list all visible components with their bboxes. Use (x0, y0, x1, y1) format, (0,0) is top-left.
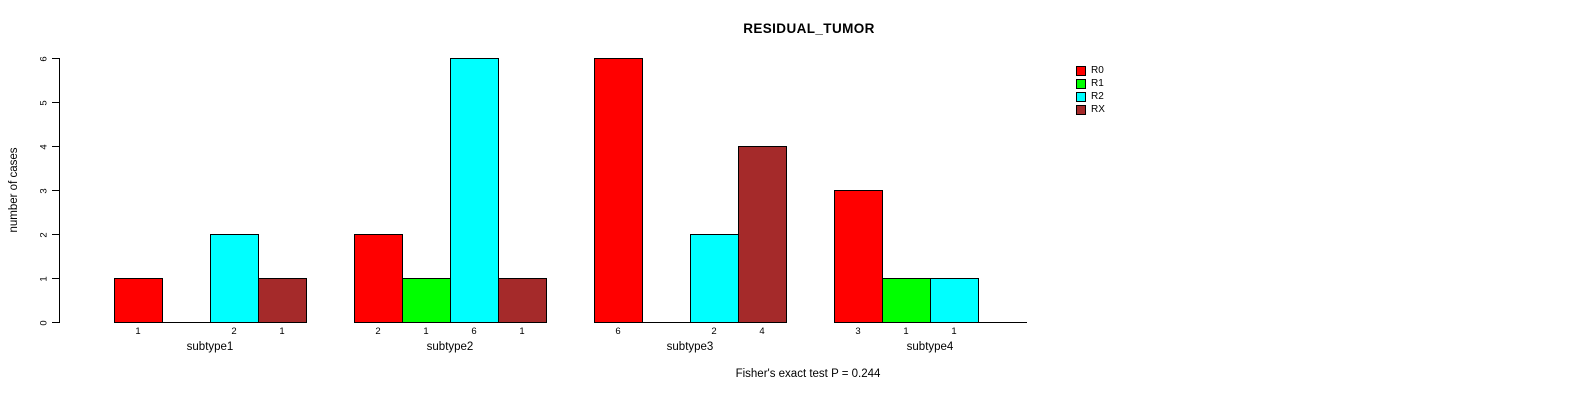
group-label-subtype4: subtype4 (906, 341, 954, 353)
bar-value-label-subtype3-RX: 4 (759, 326, 765, 337)
bar-value-label-subtype4-R0: 3 (855, 326, 861, 337)
y-tick-label: 0 (38, 319, 50, 326)
y-tick-label: 3 (38, 187, 50, 194)
legend-swatch-RX (1076, 105, 1086, 115)
bar-subtype1-RX (258, 278, 307, 323)
bar-subtype4-R0 (834, 190, 883, 323)
chart-title: RESIDUAL_TUMOR (743, 21, 875, 36)
group-label-subtype3: subtype3 (666, 341, 714, 353)
bar-value-label-subtype3-R2: 2 (711, 326, 717, 337)
legend-label-R0: R0 (1091, 65, 1104, 76)
bar-value-label-subtype2-R0: 2 (375, 326, 381, 337)
group-label-subtype2: subtype2 (426, 341, 474, 353)
fisher-test-annotation: Fisher's exact test P = 0.244 (735, 368, 881, 380)
bar-subtype3-RX (738, 146, 787, 323)
group-label-subtype1: subtype1 (186, 341, 234, 353)
bar-value-label-subtype3-R0: 6 (615, 326, 621, 337)
bar-value-label-subtype4-R2: 1 (951, 326, 957, 337)
legend-swatch-R1 (1076, 79, 1086, 89)
bar-value-label-subtype1-R2: 2 (231, 326, 237, 337)
y-axis-title: number of cases (8, 147, 20, 233)
y-tick-label: 1 (38, 275, 50, 282)
bar-subtype2-RX (498, 278, 547, 323)
bar-value-label-subtype2-RX: 1 (519, 326, 525, 337)
y-tick (52, 234, 59, 235)
legend-row-R1: R1 (1076, 79, 1105, 89)
bar-value-label-subtype1-R0: 1 (135, 326, 141, 337)
legend-swatch-R0 (1076, 66, 1086, 76)
bar-subtype1-R2 (210, 234, 259, 323)
y-tick (52, 190, 59, 191)
zero-bar-subtype4-RX (978, 322, 1027, 323)
zero-bar-subtype1-R1 (162, 322, 211, 323)
y-tick (52, 58, 59, 59)
bar-subtype2-R2 (450, 58, 499, 323)
bar-subtype3-R0 (594, 58, 643, 323)
legend-row-R2: R2 (1076, 92, 1105, 102)
y-tick-label: 2 (38, 231, 50, 238)
bar-value-label-subtype2-R2: 6 (471, 326, 477, 337)
zero-bar-subtype3-R1 (642, 322, 691, 323)
y-axis-line (59, 58, 60, 323)
bar-subtype3-R2 (690, 234, 739, 323)
legend-swatch-R2 (1076, 92, 1086, 102)
bar-subtype2-R1 (402, 278, 451, 323)
bar-subtype4-R2 (930, 278, 979, 323)
legend-label-RX: RX (1091, 104, 1105, 115)
legend-label-R1: R1 (1091, 78, 1104, 89)
y-tick-label: 6 (38, 55, 50, 62)
y-tick (52, 322, 59, 323)
y-tick-label: 4 (38, 143, 50, 150)
y-tick (52, 102, 59, 103)
bar-subtype2-R0 (354, 234, 403, 323)
bar-value-label-subtype1-RX: 1 (279, 326, 285, 337)
bar-value-label-subtype4-R1: 1 (903, 326, 909, 337)
bar-subtype1-R0 (114, 278, 163, 323)
legend-label-R2: R2 (1091, 91, 1104, 102)
bar-value-label-subtype2-R1: 1 (423, 326, 429, 337)
legend-row-R0: R0 (1076, 66, 1105, 76)
legend-row-RX: RX (1076, 105, 1105, 115)
y-tick (52, 146, 59, 147)
legend: R0 R1 R2 RX (1076, 66, 1105, 115)
bar-subtype4-R1 (882, 278, 931, 323)
y-tick-label: 5 (38, 99, 50, 106)
y-tick (52, 278, 59, 279)
